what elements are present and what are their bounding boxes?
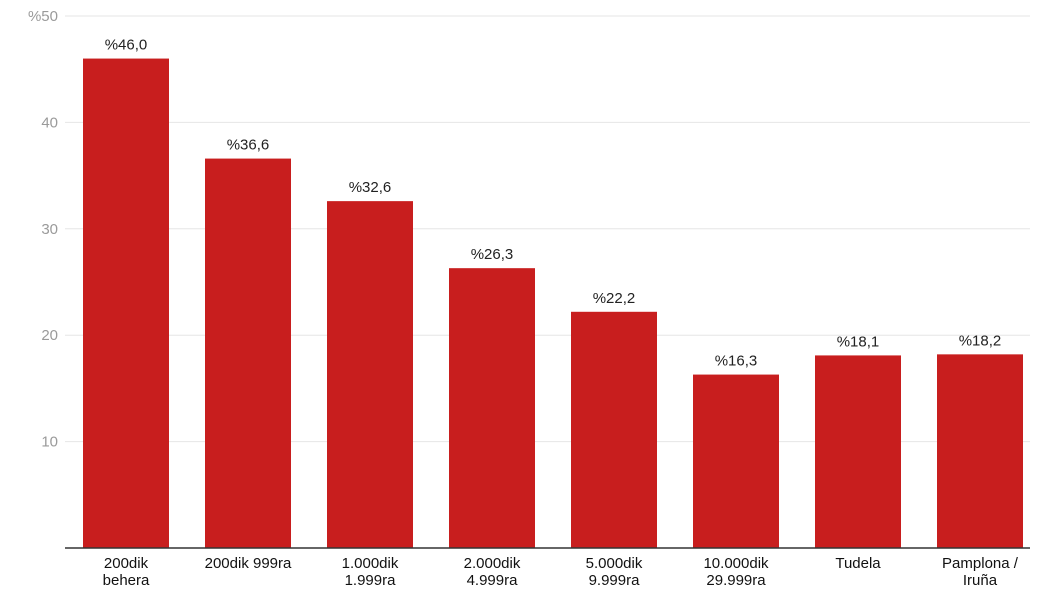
y-tick-label: 10 — [41, 434, 58, 451]
x-tick-label: 2.000dik — [464, 555, 521, 572]
x-tick-label: 29.999ra — [706, 572, 766, 589]
y-tick-label: %50 — [28, 8, 58, 25]
y-tick-label: 20 — [41, 327, 58, 344]
bar — [571, 311, 657, 548]
bar — [449, 268, 535, 548]
x-tick-label: 200dik — [104, 555, 149, 572]
data-label: %18,1 — [837, 333, 880, 350]
bar — [815, 355, 901, 548]
bar — [693, 374, 779, 548]
data-labels: %46,0 %36,6 %32,6 %26,3 %22,2 %16,3 %18,1 %18,2 — [105, 37, 1002, 370]
bar — [327, 201, 413, 549]
x-tick-label: 1.999ra — [345, 572, 397, 589]
x-tick-label: behera — [103, 572, 150, 589]
y-axis-ticks: 10 20 30 40 %50 — [28, 8, 58, 451]
data-label: %18,2 — [959, 332, 1002, 349]
data-label: %32,6 — [349, 179, 392, 196]
x-tick-label: 4.999ra — [467, 572, 519, 589]
bar — [205, 158, 291, 549]
y-tick-label: 40 — [41, 114, 58, 131]
x-tick-label: 5.000dik — [586, 555, 643, 572]
x-tick-label: Pamplona / — [942, 555, 1019, 572]
y-tick-label: 30 — [41, 221, 58, 238]
bars — [83, 58, 1023, 549]
x-tick-label: Iruña — [963, 572, 998, 589]
bar — [83, 58, 169, 549]
data-label: %22,2 — [593, 290, 636, 307]
x-tick-label: Tudela — [835, 555, 881, 572]
x-tick-label: 1.000dik — [342, 555, 399, 572]
x-tick-label: 10.000dik — [703, 555, 769, 572]
data-label: %36,6 — [227, 137, 270, 154]
x-tick-label: 9.999ra — [589, 572, 641, 589]
data-label: %26,3 — [471, 246, 514, 263]
data-label: %16,3 — [715, 353, 758, 370]
data-label: %46,0 — [105, 37, 148, 54]
bar — [937, 354, 1023, 548]
x-tick-label: 200dik 999ra — [205, 555, 292, 572]
